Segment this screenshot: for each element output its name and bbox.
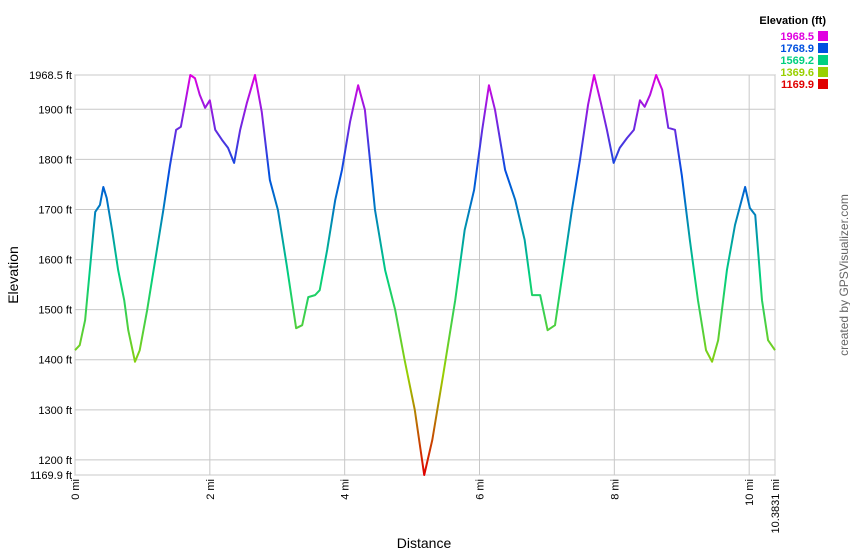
x-tick-label: 0 mi (70, 479, 82, 500)
x-tick-label: 8 mi (609, 479, 621, 500)
legend-label: 1169.9 (781, 79, 814, 91)
legend-swatch (818, 31, 828, 41)
legend-label: 1968.5 (780, 31, 814, 43)
x-tick-label: 2 mi (205, 479, 217, 500)
legend-swatch (818, 67, 828, 77)
legend-label: 1369.6 (780, 67, 814, 79)
x-axis-title: Distance (397, 535, 452, 550)
legend-title: Elevation (ft) (759, 15, 826, 27)
y-tick-label: 1400 ft (38, 355, 72, 367)
plot-area (74, 74, 776, 476)
y-tick-label: 1900 ft (38, 104, 72, 116)
x-tick-label: 4 mi (340, 479, 352, 500)
legend-swatch (818, 55, 828, 65)
y-tick-label: 1600 ft (38, 255, 72, 267)
legend-label: 1569.2 (780, 55, 814, 67)
y-tick-label: 1169.9 ft (30, 470, 72, 482)
y-tick-label: 1300 ft (38, 405, 72, 417)
legend-swatch (818, 43, 828, 53)
x-tick-label: 10.3831 mi (770, 479, 782, 533)
legend-swatch (818, 79, 828, 89)
y-tick-label: 1200 ft (38, 455, 72, 467)
credit: created by GPSVisualizer.com (837, 194, 850, 356)
y-tick-label: 1700 ft (38, 204, 72, 216)
y-tick-label: 1500 ft (38, 305, 72, 317)
y-tick-label: 1968.5 ft (29, 70, 72, 82)
elevation-line (74, 74, 776, 476)
y-axis-title: Elevation (5, 246, 21, 304)
x-tick-label: 10 mi (744, 479, 756, 506)
legend-label: 1768.9 (780, 43, 814, 55)
y-tick-label: 1800 ft (38, 154, 72, 166)
x-tick-label: 6 mi (475, 479, 487, 500)
